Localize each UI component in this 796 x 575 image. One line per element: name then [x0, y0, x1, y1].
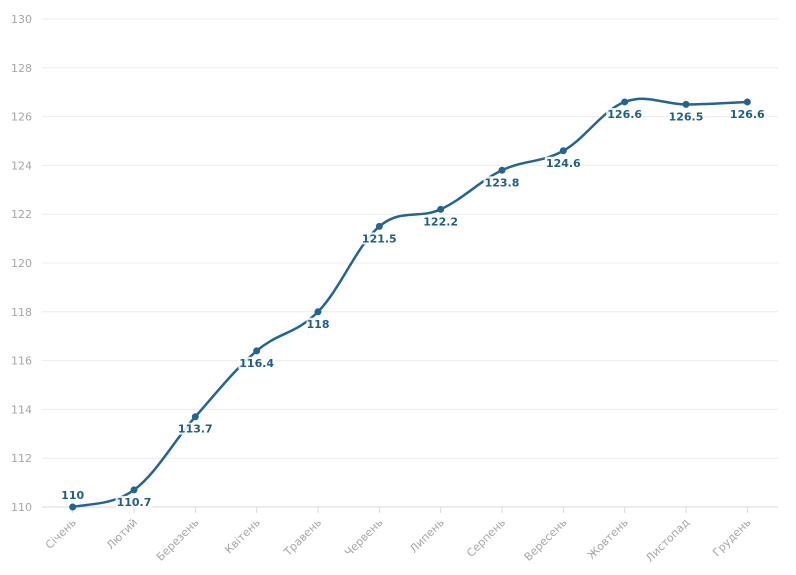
data-point[interactable] [743, 98, 751, 106]
data-point[interactable] [621, 98, 629, 106]
x-tick-label: Червень [342, 516, 385, 559]
x-tick-label: Грудень [710, 516, 753, 559]
data-point[interactable] [559, 147, 567, 155]
data-point[interactable] [375, 222, 383, 230]
data-point[interactable] [130, 486, 138, 494]
grid-lines [42, 18, 778, 508]
y-tick-label: 114 [11, 403, 32, 416]
data-label: 116.4 [239, 357, 274, 370]
x-axis: Січень Лютий Березень Квітень Травень Червень… [43, 507, 753, 565]
x-tick-label: Серпень [464, 516, 508, 560]
y-tick-label: 124 [11, 159, 32, 172]
x-tick-label: Лютий [104, 516, 140, 552]
data-label: 121.5 [362, 232, 397, 245]
data-point[interactable] [498, 166, 506, 174]
data-point[interactable] [682, 100, 690, 108]
data-labels: 110 110.7 113.7 116.4 118 121.5 122.2 123.8 124.… [61, 107, 766, 509]
y-axis-ticks: 110 112 114 116 118 120 122 124 126 128 130 [11, 13, 32, 514]
data-point[interactable] [69, 503, 77, 511]
data-label-background [115, 495, 153, 508]
data-label: 126.6 [730, 108, 765, 121]
data-label: 110 [61, 489, 84, 502]
y-tick-label: 118 [11, 306, 32, 319]
x-tick-label: Вересень [522, 516, 570, 564]
x-tick-label: Травень [281, 516, 324, 559]
y-tick-label: 122 [11, 208, 32, 221]
data-label: 126.5 [669, 110, 704, 123]
data-point[interactable] [437, 205, 445, 213]
y-tick-label: 116 [11, 355, 32, 368]
x-tick-label: Липень [407, 516, 447, 556]
data-label-background [544, 156, 582, 169]
data-label-background [728, 107, 766, 120]
series-line-group [72, 97, 748, 509]
data-label-background [61, 489, 85, 501]
data-label-background [360, 232, 398, 245]
data-point[interactable] [253, 347, 261, 355]
y-tick-label: 112 [11, 452, 32, 465]
x-tick-label: Березень [154, 516, 202, 564]
data-label-background [422, 215, 460, 228]
data-label: 118 [307, 318, 330, 331]
data-label-background [667, 110, 705, 123]
y-tick-label: 130 [11, 13, 32, 26]
data-point[interactable] [314, 308, 322, 316]
data-label: 124.6 [546, 157, 581, 170]
data-label: 122.2 [423, 215, 458, 228]
series-line [72, 97, 748, 509]
y-tick-label: 128 [11, 62, 32, 75]
data-label-background [606, 107, 644, 120]
y-tick-label: 110 [11, 501, 32, 514]
x-tick-label: Квітень [222, 516, 262, 556]
data-label-background [306, 317, 330, 330]
x-tick-label: Січень [43, 516, 79, 552]
y-tick-label: 120 [11, 257, 32, 270]
data-label: 113.7 [178, 423, 213, 436]
data-label-background [483, 176, 521, 189]
data-label: 126.6 [607, 108, 642, 121]
data-point[interactable] [191, 413, 199, 421]
data-label-background [176, 422, 214, 435]
data-points [69, 98, 751, 511]
y-tick-label: 126 [11, 111, 32, 124]
data-label: 110.7 [117, 496, 152, 509]
data-label: 123.8 [485, 176, 520, 189]
data-label-background [238, 356, 276, 369]
x-tick-label: Жовтень [585, 516, 631, 562]
x-tick-label: Листопад [643, 516, 692, 565]
